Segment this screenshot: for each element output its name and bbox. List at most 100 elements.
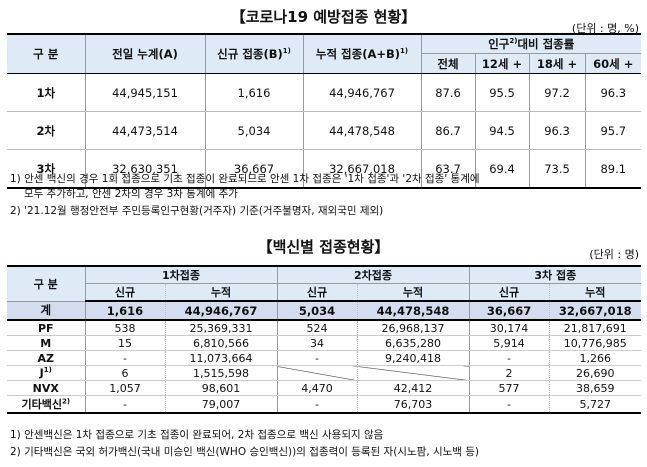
cell-d1-cum: 1,515,598 xyxy=(164,365,278,381)
cell-d2-cum: 6,635,280 xyxy=(356,335,470,351)
header-dose2-cum: 누적 xyxy=(356,283,470,302)
row-label: 2차 xyxy=(7,111,85,150)
vaccination-status-table: 구 분 전일 누계(A) 신규 접종(B)1) 누적 접종(A+B)1) 인구2… xyxy=(7,33,642,189)
header-prev-cum: 전일 누계(A) xyxy=(84,33,205,74)
table2-unit: (단위 : 명) xyxy=(589,248,639,261)
header-dose3: 3차 접종 xyxy=(468,265,642,284)
header-cum: 누적 접종(A+B)1) xyxy=(302,33,421,74)
header-category: 구 분 xyxy=(7,265,85,302)
header-dose1-new: 신규 xyxy=(84,283,165,302)
table-row: M 15 6,810,566 34 6,635,280 5,914 10,776… xyxy=(7,335,642,351)
cell-d1-cum: 44,946,767 xyxy=(164,301,278,321)
cell-ratio-60: 96.3 xyxy=(584,73,642,112)
cell-d1-cum: 98,601 xyxy=(164,380,278,396)
row-label: M xyxy=(7,335,85,351)
cell-ratio-18: 73.5 xyxy=(528,149,585,189)
cell-new: 36,667 xyxy=(204,149,303,189)
header-dose3-new: 신규 xyxy=(468,283,550,302)
cell-prev-cum: 32,630,351 xyxy=(84,149,205,189)
header-dose2: 2차접종 xyxy=(276,265,470,284)
cell-d3-new: - xyxy=(468,350,550,366)
table-row: 기타백신2) - 79,007 - 76,703 - 5,727 xyxy=(7,395,642,414)
table-row: 3차 32,630,351 36,667 32,667,018 63.7 69.… xyxy=(7,149,642,189)
cell-d3-new: 36,667 xyxy=(468,301,550,321)
cell-d1-new: 538 xyxy=(84,320,165,336)
cell-ratio-all: 63.7 xyxy=(420,149,475,189)
table-row: 2차 44,473,514 5,034 44,478,548 86.7 94.5… xyxy=(7,111,642,150)
cell-d3-cum: 38,659 xyxy=(548,380,642,396)
cell-d1-cum: 25,369,331 xyxy=(164,320,278,336)
cell-d2-new: 4,470 xyxy=(276,380,358,396)
table2-note-2: 2) 기타백신은 국외 허가백신(국내 미승인 백신(WHO 승인백신))의 접… xyxy=(10,446,480,458)
row-label: 기타백신2) xyxy=(7,395,85,414)
cell-d3-new: - xyxy=(468,395,550,414)
header-ratio-60: 60세 + xyxy=(584,53,642,74)
cell-cum: 44,946,767 xyxy=(302,73,421,112)
table-row: PF 538 25,369,331 524 26,968,137 30,174 … xyxy=(7,320,642,336)
cell-prev-cum: 44,473,514 xyxy=(84,111,205,150)
cell-d2-cum: 9,240,418 xyxy=(356,350,470,366)
cell-d1-new: 15 xyxy=(84,335,165,351)
header-ratio-all: 전체 xyxy=(420,53,475,74)
header-ratio-12: 12세 + xyxy=(474,53,529,74)
cell-d3-new: 2 xyxy=(468,365,550,381)
table1-title: 【코로나19 예방접종 현황】 xyxy=(230,8,417,26)
cell-ratio-60: 95.7 xyxy=(584,111,642,150)
row-label: 3차 xyxy=(7,149,85,189)
header-ratio-18: 18세 + xyxy=(528,53,585,74)
cell-d2-cum: 42,412 xyxy=(356,380,470,396)
cell-cum: 32,667,018 xyxy=(302,149,421,189)
cell-d3-cum: 1,266 xyxy=(548,350,642,366)
cell-d2-cum-diagonal xyxy=(356,365,470,381)
cell-new: 1,616 xyxy=(204,73,303,112)
cell-ratio-12: 69.4 xyxy=(474,149,529,189)
header-ratio: 인구2)대비 접종률 xyxy=(420,33,642,54)
cell-d3-new: 5,914 xyxy=(468,335,550,351)
cell-d2-new: 5,034 xyxy=(276,301,358,321)
table-row: NVX 1,057 98,601 4,470 42,412 577 38,659 xyxy=(7,380,642,396)
cell-d3-new: 30,174 xyxy=(468,320,550,336)
cell-d1-cum: 79,007 xyxy=(164,395,278,414)
cell-d3-cum: 26,690 xyxy=(548,365,642,381)
header-dose3-cum: 누적 xyxy=(548,283,642,302)
cell-d3-cum: 10,776,985 xyxy=(548,335,642,351)
table2-title: 【백신별 접종현황】 xyxy=(257,238,390,256)
table-row: AZ - 11,073,664 - 9,240,418 - 1,266 xyxy=(7,350,642,366)
row-label: PF xyxy=(7,320,85,336)
cell-d1-new: 1,057 xyxy=(84,380,165,396)
cell-ratio-60: 89.1 xyxy=(584,149,642,189)
total-row: 계 1,616 44,946,767 5,034 44,478,548 36,6… xyxy=(7,301,642,321)
vaccine-type-table: 구 분 1차접종 2차접종 3차 접종 신규 누적 신규 누적 신규 누적 계 … xyxy=(7,265,642,414)
table2-note-1: 1) 안센백신은 1차 접종으로 기초 접종이 완료되어, 2차 접종으로 백신… xyxy=(10,429,384,441)
cell-d2-cum: 26,968,137 xyxy=(356,320,470,336)
cell-ratio-12: 95.5 xyxy=(474,73,529,112)
cell-d3-cum: 21,817,691 xyxy=(548,320,642,336)
cell-d2-cum: 44,478,548 xyxy=(356,301,470,321)
table1-note-1: 1) 안센 백신의 경우 1회 접종으로 기초 접종이 완료되므로 안센 1차 … xyxy=(10,173,480,185)
row-label: J1) xyxy=(7,365,85,381)
cell-d2-cum: 76,703 xyxy=(356,395,470,414)
cell-ratio-18: 97.2 xyxy=(528,73,585,112)
cell-d3-cum: 32,667,018 xyxy=(548,301,642,321)
cell-d1-new: 6 xyxy=(84,365,165,381)
cell-ratio-all: 86.7 xyxy=(420,111,475,150)
cell-ratio-12: 94.5 xyxy=(474,111,529,150)
row-label: AZ xyxy=(7,350,85,366)
header-category: 구 분 xyxy=(7,33,85,74)
cell-ratio-18: 96.3 xyxy=(528,111,585,150)
cell-d1-new: - xyxy=(84,350,165,366)
cell-d2-new: - xyxy=(276,350,358,366)
cell-d3-new: 577 xyxy=(468,380,550,396)
cell-d3-cum: 5,727 xyxy=(548,395,642,414)
cell-d2-new: 34 xyxy=(276,335,358,351)
cell-d2-new: - xyxy=(276,395,358,414)
table1-unit: (단위 : 명, %) xyxy=(571,22,639,35)
header-dose2-new: 신규 xyxy=(276,283,358,302)
table1-note-2: 2) '21.12월 행정안전부 주민등록인구현황(거주자) 기준(거주불명자,… xyxy=(10,205,384,217)
row-label: 1차 xyxy=(7,73,85,112)
cell-d1-new: - xyxy=(84,395,165,414)
table-row: 1차 44,945,151 1,616 44,946,767 87.6 95.5… xyxy=(7,73,642,112)
header-dose1: 1차접종 xyxy=(84,265,278,284)
table1-note-1-cont: 모두 추가하고, 안센 2차의 경우 3차 통계에 추가 xyxy=(24,188,238,200)
cell-cum: 44,478,548 xyxy=(302,111,421,150)
